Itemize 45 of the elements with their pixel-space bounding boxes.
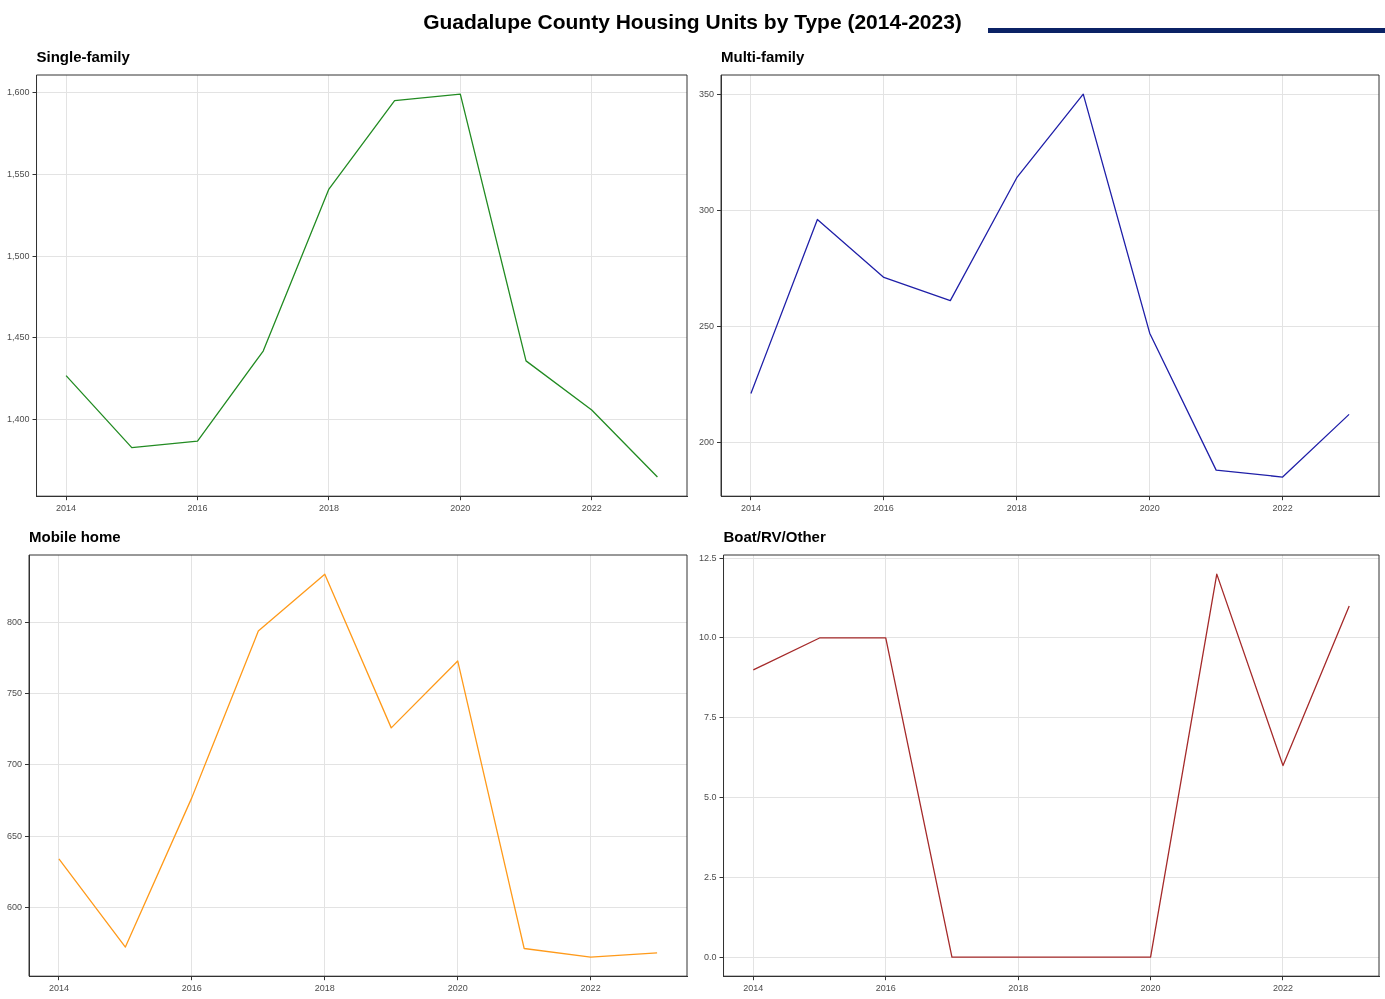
text: Guadalupe County Housing Units by Type (2014-2023): [422, 10, 963, 34]
x-tick-label: 2018: [1008, 983, 1029, 994]
y-tick-label: 300: [698, 204, 715, 215]
x-tick-label: 2022: [580, 983, 601, 994]
y-tick-label: 800: [6, 617, 23, 628]
x-tick-label: 2022: [1272, 983, 1294, 994]
x-tick-label: 2016: [187, 503, 208, 514]
x-tick-label: 2014: [743, 983, 764, 994]
y-tick-label: 1,400: [6, 414, 30, 425]
x-tick-label: 2018: [1006, 503, 1027, 514]
x-tick-label: 2020: [1140, 983, 1161, 994]
x-tick-label: 2014: [56, 503, 77, 514]
y-tick-label: 250: [698, 320, 715, 331]
chart-title: Multi-family: [721, 48, 806, 65]
y-tick-label: 350: [698, 88, 715, 99]
chart-title: Mobile home: [29, 528, 121, 545]
y-tick-label: 700: [6, 759, 23, 770]
y-tick-label: 10.0: [698, 632, 717, 643]
y-tick-label: 1,500: [6, 250, 30, 261]
x-tick-label: 2022: [581, 503, 602, 514]
x-tick-label: 2020: [1139, 503, 1160, 514]
x-tick-label: 2016: [181, 983, 202, 994]
x-tick-label: 2018: [318, 503, 339, 514]
x-tick-label: 2014: [48, 983, 69, 994]
x-tick-label: 2016: [875, 983, 896, 994]
x-tick-label: 2020: [450, 503, 471, 514]
chart-title: Boat/RV/Other: [723, 528, 826, 545]
y-tick-label: 200: [698, 436, 715, 447]
y-tick-label: 0.0: [704, 951, 717, 962]
y-tick-label: 1,550: [6, 168, 30, 179]
y-tick-label: 1,450: [6, 332, 30, 343]
y-tick-label: 650: [6, 830, 23, 841]
y-tick-label: 7.5: [704, 712, 717, 723]
chart-title: Single-family: [36, 48, 131, 65]
x-tick-label: 2022: [1272, 503, 1293, 514]
y-tick-label: 2.5: [704, 871, 717, 882]
y-tick-label: 1,600: [6, 86, 30, 97]
x-tick-label: 2016: [873, 503, 894, 514]
y-tick-label: 5.0: [704, 791, 717, 802]
x-tick-label: 2018: [314, 983, 335, 994]
x-tick-label: 2020: [447, 983, 468, 994]
y-tick-label: 600: [6, 901, 23, 912]
y-tick-label: 750: [6, 688, 23, 699]
x-tick-label: 2014: [740, 503, 761, 514]
y-tick-label: 12.5: [698, 552, 717, 563]
